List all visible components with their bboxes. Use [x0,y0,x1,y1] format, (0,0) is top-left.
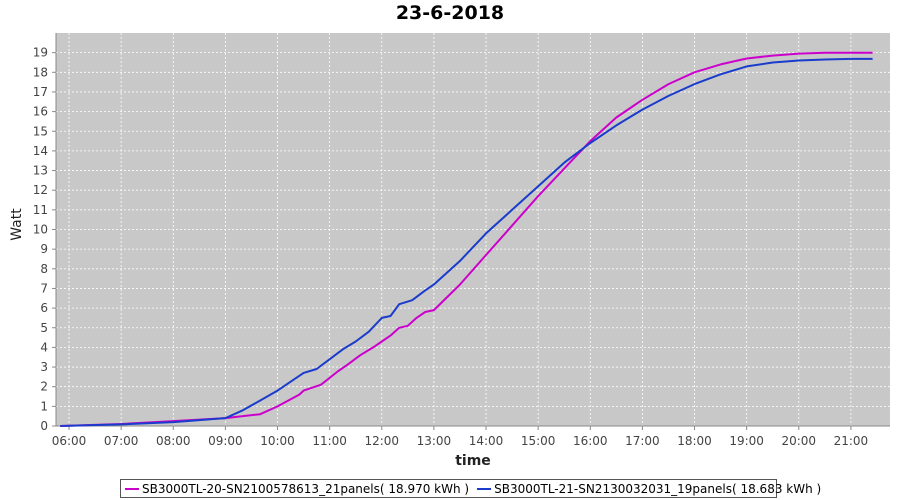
y-tick-label: 0 [40,419,48,433]
x-tick-label: 06:00 [52,434,87,448]
y-tick-label: 5 [40,321,48,335]
x-tick-label: 09:00 [208,434,243,448]
x-tick-label: 17:00 [625,434,660,448]
y-tick-label: 18 [33,65,48,79]
y-tick-label: 2 [40,380,48,394]
x-tick-label: 10:00 [260,434,295,448]
y-tick-label: 17 [33,85,48,99]
y-tick-label: 3 [40,360,48,374]
x-tick-label: 08:00 [156,434,191,448]
legend-item: SB3000TL-21-SN2130032031_19panels( 18.68… [477,482,821,496]
y-tick-label: 1 [40,399,48,413]
y-tick-label: 12 [33,183,48,197]
x-tick-label: 18:00 [677,434,712,448]
y-axis-label: Watt [9,208,25,241]
axes [52,33,890,430]
x-tick-label: 07:00 [104,434,139,448]
y-tick-label: 19 [33,46,48,60]
legend-swatch-series-1 [125,487,139,490]
x-tick-label: 20:00 [781,434,816,448]
grid-lines [56,33,890,426]
x-tick-label: 19:00 [729,434,764,448]
legend: SB3000TL-20-SN2100578613_21panels( 18.97… [120,479,821,498]
y-tick-label: 13 [33,164,48,178]
x-tick-label: 11:00 [312,434,347,448]
x-tick-label: 15:00 [521,434,556,448]
x-tick-label: 13:00 [417,434,452,448]
legend-swatch-series-2 [477,487,492,490]
x-tick-label: 12:00 [364,434,399,448]
series-lines [60,51,873,427]
legend-label-series-2: SB3000TL-21-SN2130032031_19panels( 18.68… [494,481,822,496]
y-tick-label: 8 [40,262,48,276]
y-tick-label: 11 [33,203,48,217]
y-tick-label: 10 [33,223,48,237]
x-tick-label: 14:00 [469,434,504,448]
chart-title: 23-6-2018 [395,2,505,24]
series-line-2 [60,57,873,427]
y-tick-label: 6 [40,301,48,315]
y-tick-label: 16 [33,105,48,119]
y-tick-label: 14 [33,144,48,158]
x-tick-label: 21:00 [834,434,869,448]
y-tick-label: 15 [33,124,48,138]
legend-item: SB3000TL-20-SN2100578613_21panels( 18.97… [125,482,469,496]
y-tick-label: 7 [40,281,48,295]
series-line-1 [60,51,873,427]
y-tick-label: 4 [40,340,48,354]
y-tick-label: 9 [40,242,48,256]
x-axis-label: time [455,453,491,469]
x-tick-label: 16:00 [573,434,608,448]
legend-label-series-1: SB3000TL-20-SN2100578613_21panels( 18.97… [142,481,470,496]
